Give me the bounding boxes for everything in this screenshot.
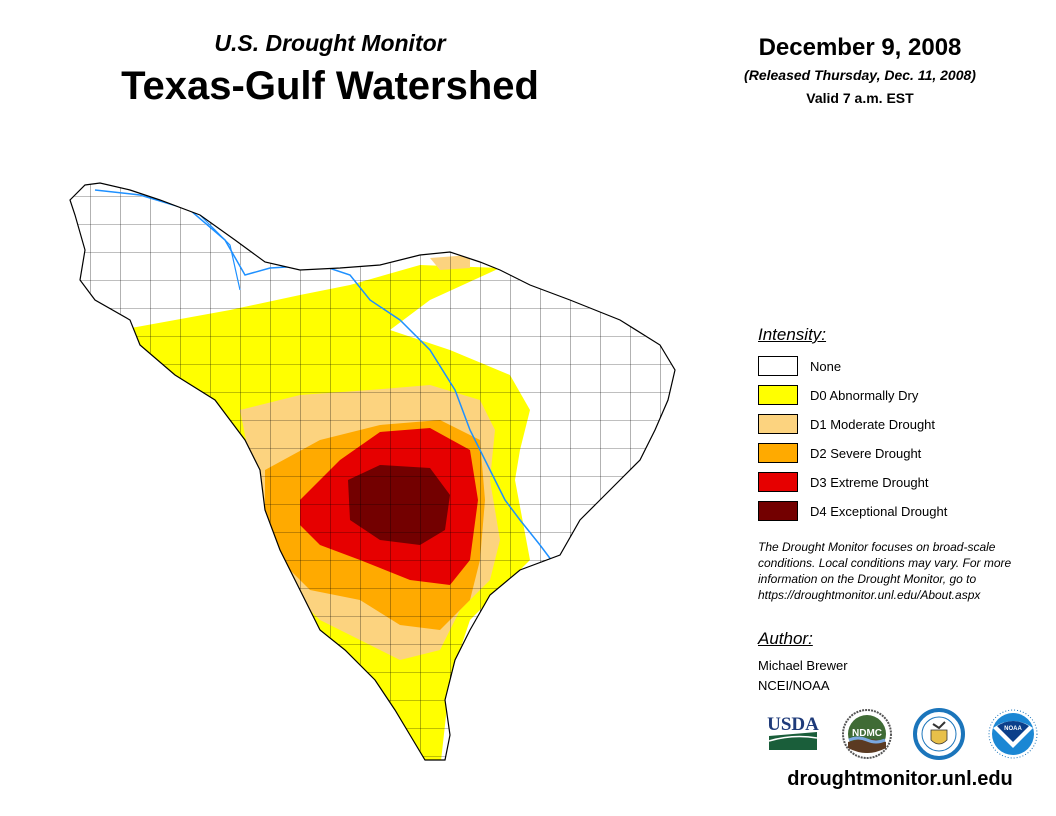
author-name: Michael Brewer [758, 658, 848, 673]
map-title: Texas-Gulf Watershed [121, 64, 539, 108]
map-date: December 9, 2008 [758, 34, 962, 61]
commerce-logo [913, 708, 965, 760]
watershed-map [69, 182, 676, 761]
disclaimer-note: The Drought Monitor focuses on broad-sca… [758, 540, 1012, 602]
footer-url[interactable]: droughtmonitor.unl.edu [787, 768, 1013, 790]
legend-swatch [758, 356, 798, 376]
author-heading: Author: [758, 629, 813, 648]
valid-time: Valid 7 a.m. EST [806, 90, 914, 106]
legend-label: D2 Severe Drought [810, 445, 922, 461]
svg-text:NDMC: NDMC [852, 728, 882, 739]
legend-swatch [758, 501, 798, 521]
author-org: NCEI/NOAA [758, 678, 830, 693]
legend-swatch [758, 443, 798, 463]
legend-label: D3 Extreme Drought [810, 474, 929, 490]
legend-swatch [758, 472, 798, 492]
legend-swatch [758, 414, 798, 434]
legend-item-d4: D4 Exceptional Drought [758, 500, 947, 522]
svg-text:NOAA: NOAA [1004, 726, 1022, 732]
legend-label: D1 Moderate Drought [810, 416, 936, 432]
legend-item-d2: D2 Severe Drought [758, 442, 921, 464]
legend-label: D0 Abnormally Dry [810, 387, 919, 403]
ndmc-logo: NDMC [842, 709, 892, 759]
map-subtitle: U.S. Drought Monitor [214, 30, 446, 56]
usda-logo: USDA [767, 714, 819, 750]
county-lines [70, 183, 675, 760]
release-date: (Released Thursday, Dec. 11, 2008) [744, 67, 976, 83]
legend-heading: Intensity: [758, 325, 827, 344]
svg-text:USDA: USDA [767, 714, 819, 735]
legend-item-d1: D1 Moderate Drought [758, 413, 935, 435]
legend-item-d0: D0 Abnormally Dry [758, 384, 918, 406]
legend-item-d3: D3 Extreme Drought [758, 471, 929, 493]
legend-label: None [810, 358, 842, 374]
author-info: Michael Brewer NCEI/NOAA [758, 656, 848, 696]
legend-item-none: None [758, 355, 841, 377]
legend-label: D4 Exceptional Drought [810, 503, 948, 519]
legend-swatch [758, 385, 798, 405]
river [199, 214, 241, 291]
noaa-logo: NOAA [988, 709, 1038, 759]
